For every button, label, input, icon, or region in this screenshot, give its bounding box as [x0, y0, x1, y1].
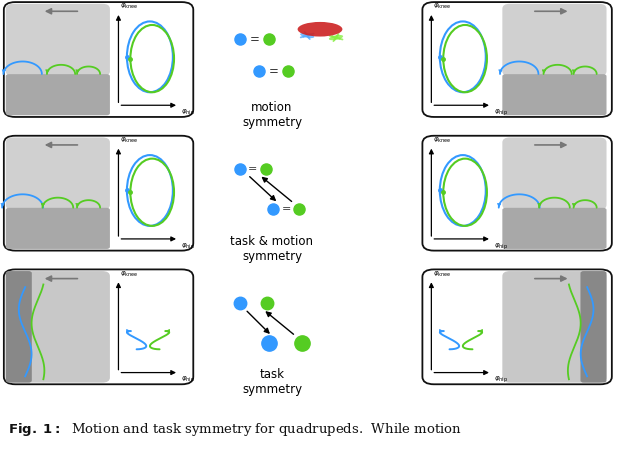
FancyBboxPatch shape [422, 136, 612, 251]
Text: =: = [269, 65, 278, 78]
Ellipse shape [329, 35, 343, 40]
Text: $\varphi_{\rm hip}$: $\varphi_{\rm hip}$ [182, 107, 195, 118]
Text: $\varphi_{\rm knee}$: $\varphi_{\rm knee}$ [120, 136, 138, 145]
Text: $\varphi_{\rm knee}$: $\varphi_{\rm knee}$ [120, 2, 138, 11]
Text: $\varphi_{\rm knee}$: $\varphi_{\rm knee}$ [433, 269, 451, 279]
FancyBboxPatch shape [4, 2, 193, 117]
Text: $\varphi_{\rm knee}$: $\varphi_{\rm knee}$ [433, 2, 451, 11]
Text: =: = [282, 204, 291, 214]
Text: $\varphi_{\rm knee}$: $\varphi_{\rm knee}$ [120, 269, 138, 279]
Text: $\varphi_{\rm hip}$: $\varphi_{\rm hip}$ [494, 375, 508, 385]
Text: $\varphi_{\rm hip}$: $\varphi_{\rm hip}$ [494, 241, 508, 252]
FancyBboxPatch shape [6, 208, 110, 249]
FancyBboxPatch shape [422, 269, 612, 384]
FancyBboxPatch shape [422, 2, 612, 117]
FancyBboxPatch shape [6, 137, 110, 210]
Text: motion
symmetry: motion symmetry [242, 101, 302, 129]
Text: =: = [250, 33, 259, 46]
Text: $\varphi_{\rm hip}$: $\varphi_{\rm hip}$ [494, 107, 508, 118]
Ellipse shape [298, 22, 342, 37]
Text: $\varphi_{\rm hip}$: $\varphi_{\rm hip}$ [182, 375, 195, 385]
FancyBboxPatch shape [4, 136, 193, 251]
FancyBboxPatch shape [580, 271, 607, 383]
FancyBboxPatch shape [502, 74, 607, 115]
FancyBboxPatch shape [6, 74, 110, 115]
FancyBboxPatch shape [6, 4, 110, 76]
FancyBboxPatch shape [4, 269, 193, 384]
FancyBboxPatch shape [502, 137, 607, 210]
FancyBboxPatch shape [502, 4, 607, 76]
FancyBboxPatch shape [6, 271, 110, 383]
Text: =: = [248, 164, 257, 174]
FancyBboxPatch shape [502, 208, 607, 249]
FancyBboxPatch shape [6, 271, 32, 383]
FancyBboxPatch shape [502, 271, 607, 383]
Text: $\varphi_{\rm knee}$: $\varphi_{\rm knee}$ [433, 136, 451, 145]
Text: $\varphi_{\rm hip}$: $\varphi_{\rm hip}$ [182, 241, 195, 252]
Ellipse shape [300, 33, 314, 38]
Text: $\mathbf{Fig.\ 1:}$  Motion and task symmetry for quadrupeds.  While motion: $\mathbf{Fig.\ 1:}$ Motion and task symm… [8, 421, 461, 438]
Text: task & motion
symmetry: task & motion symmetry [230, 235, 314, 263]
Text: task
symmetry: task symmetry [242, 369, 302, 397]
